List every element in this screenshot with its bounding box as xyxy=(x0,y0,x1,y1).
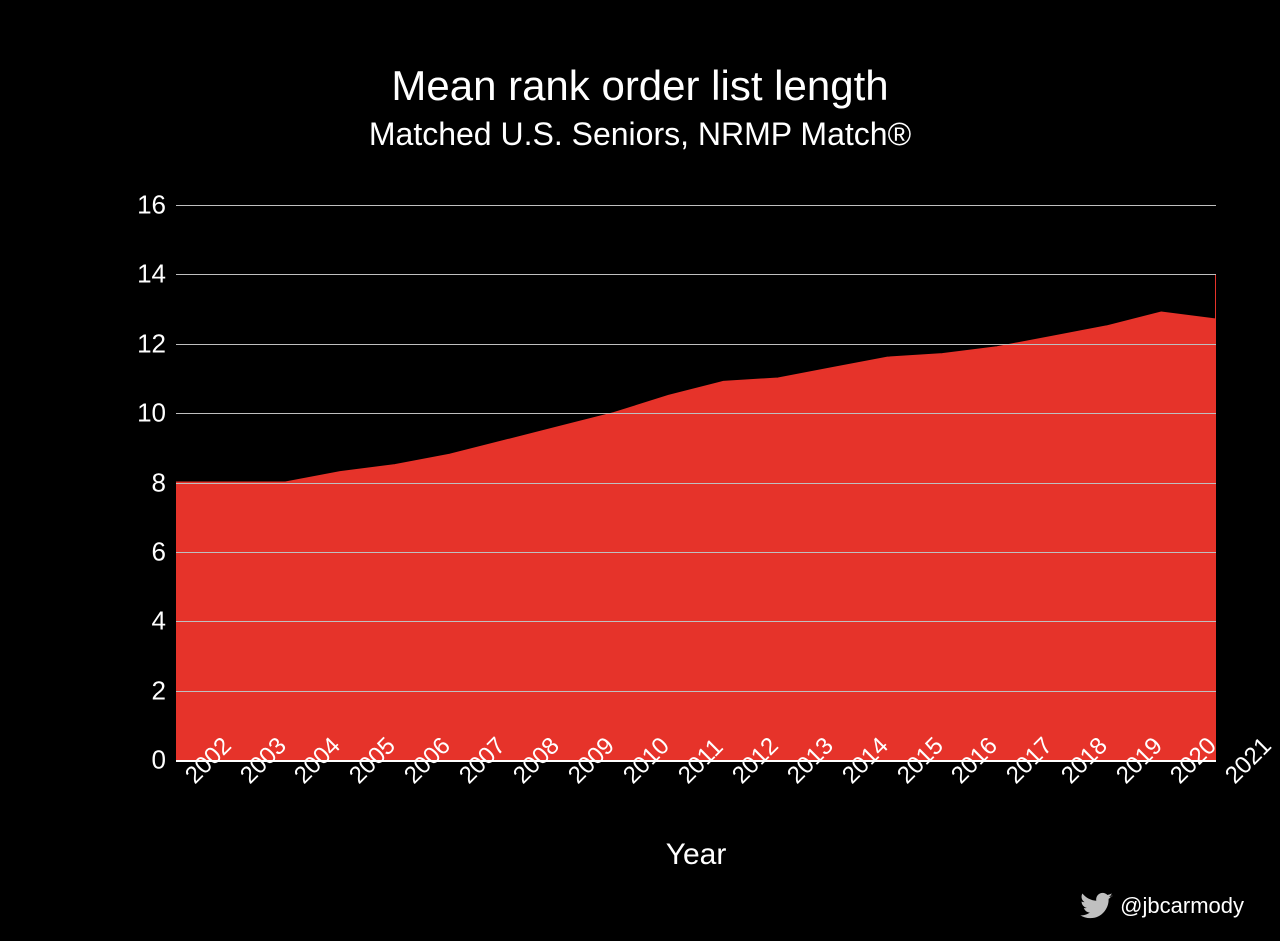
y-tick-label: 10 xyxy=(116,398,166,429)
gridline xyxy=(176,621,1216,622)
twitter-icon xyxy=(1080,889,1114,923)
gridline xyxy=(176,552,1216,553)
y-tick-label: 14 xyxy=(116,259,166,290)
x-axis-label: Year xyxy=(176,838,1216,872)
y-tick-label: 6 xyxy=(116,536,166,567)
gridline xyxy=(176,344,1216,345)
x-tick-label: 2021 xyxy=(1220,732,1278,790)
y-tick-label: 4 xyxy=(116,606,166,637)
gridline xyxy=(176,413,1216,414)
y-tick-label: 0 xyxy=(116,745,166,776)
chart-container: Mean rank order list length Matched U.S.… xyxy=(0,0,1280,941)
y-tick-label: 16 xyxy=(116,190,166,221)
gridline xyxy=(176,205,1216,206)
gridline xyxy=(176,691,1216,692)
chart-area: 0246810121416200220032004200520062007200… xyxy=(0,0,1280,941)
credit-handle: @jbcarmody xyxy=(1120,893,1244,919)
credit: @jbcarmody xyxy=(1080,889,1244,923)
y-tick-label: 2 xyxy=(116,675,166,706)
gridline xyxy=(176,274,1216,275)
y-tick-label: 8 xyxy=(116,467,166,498)
plot-region xyxy=(176,205,1216,762)
gridline xyxy=(176,483,1216,484)
y-tick-label: 12 xyxy=(116,328,166,359)
